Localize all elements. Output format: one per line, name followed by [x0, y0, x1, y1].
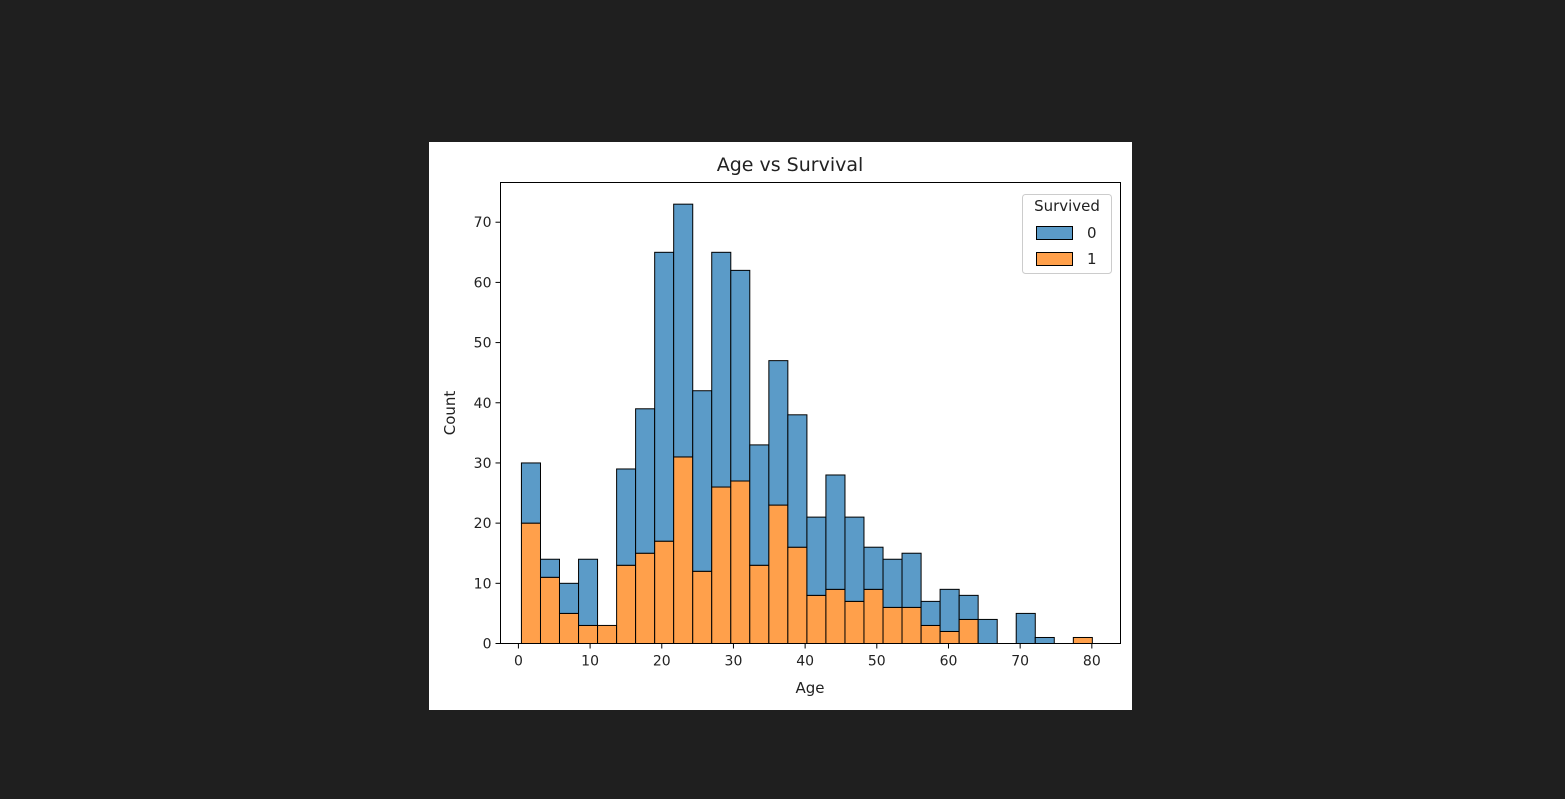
bar-survived-1-bin-1 — [539, 576, 560, 644]
x-axis: 0 10 20 30 40 50 60 70 80 — [514, 643, 1101, 670]
x-tick-label: 70 — [1011, 654, 1029, 670]
bar-survived-0-bin-27 — [1034, 636, 1055, 644]
bar-survived-0-bin-23 — [958, 594, 979, 620]
bar-survived-1-bin-17 — [844, 600, 865, 645]
y-axis-label: Count — [441, 391, 459, 436]
bar-survived-0-bin-6 — [635, 408, 656, 554]
bar-survived-1-bin-12 — [749, 564, 770, 644]
bar-survived-0-bin-10 — [711, 251, 732, 488]
y-axis: 0 10 20 30 40 50 60 70 — [474, 215, 501, 653]
chart-figure: Age vs Survival 0 10 20 30 40 50 60 70 80 0 10 20 3… — [429, 142, 1132, 710]
legend: Survived 0 1 — [1022, 194, 1112, 274]
bar-survived-0-bin-18 — [863, 546, 884, 590]
bar-survived-0-bin-8 — [673, 203, 694, 458]
legend-swatch-1 — [1036, 252, 1073, 266]
x-tick-label: 80 — [1083, 654, 1101, 670]
bar-survived-0-bin-19 — [882, 558, 903, 608]
bar-survived-1-bin-22 — [939, 630, 960, 644]
bar-survived-0-bin-22 — [939, 588, 960, 632]
bar-survived-1-bin-5 — [616, 564, 637, 644]
bar-survived-1-bin-9 — [692, 570, 713, 644]
y-tick-label: 0 — [483, 637, 492, 653]
bar-survived-1-bin-29 — [1072, 636, 1093, 644]
bar-survived-0-bin-16 — [825, 474, 846, 590]
bar-survived-1-bin-16 — [825, 588, 846, 644]
x-axis-label: Age — [795, 679, 824, 697]
bar-survived-0-bin-3 — [578, 558, 599, 626]
bar-survived-1-bin-14 — [787, 546, 808, 645]
y-tick-label: 40 — [474, 396, 492, 412]
bar-survived-1-bin-20 — [901, 606, 922, 645]
bar-survived-1-bin-11 — [730, 480, 751, 644]
bars-group — [520, 203, 1093, 645]
legend-swatch-0 — [1036, 226, 1073, 240]
bar-survived-1-bin-13 — [768, 504, 789, 644]
bar-survived-0-bin-11 — [730, 269, 751, 482]
bar-survived-1-bin-7 — [654, 540, 675, 645]
x-tick-label: 50 — [868, 654, 886, 670]
bar-survived-0-bin-17 — [844, 516, 865, 602]
y-tick-label: 60 — [474, 275, 492, 291]
bar-survived-0-bin-9 — [692, 390, 713, 572]
plot-frame — [500, 182, 1121, 644]
bar-survived-1-bin-18 — [863, 588, 884, 644]
bar-survived-0-bin-15 — [806, 516, 827, 596]
bar-survived-0-bin-26 — [1015, 612, 1036, 645]
y-tick-label: 30 — [474, 456, 492, 472]
x-tick-label: 40 — [796, 654, 814, 670]
bar-survived-1-bin-21 — [920, 624, 941, 644]
bar-survived-1-bin-23 — [958, 618, 979, 644]
bar-survived-1-bin-15 — [806, 594, 827, 645]
bar-survived-0-bin-7 — [654, 251, 675, 542]
chart-title: Age vs Survival — [717, 154, 864, 176]
bar-survived-1-bin-4 — [597, 624, 618, 644]
x-tick-label: 10 — [581, 654, 599, 670]
bar-survived-0-bin-1 — [539, 558, 560, 578]
x-tick-label: 30 — [725, 654, 743, 670]
chart-canvas: Age vs Survival 0 10 20 30 40 50 60 70 80 010203… — [441, 154, 1121, 697]
bar-survived-0-bin-0 — [520, 462, 541, 524]
x-tick-label: 20 — [653, 654, 671, 670]
x-tick-label: 60 — [940, 654, 958, 670]
bar-survived-0-bin-21 — [920, 600, 941, 626]
bar-survived-1-bin-0 — [520, 522, 541, 644]
bar-survived-0-bin-2 — [558, 582, 580, 614]
bar-survived-0-bin-24 — [977, 618, 998, 644]
bar-survived-1-bin-3 — [578, 624, 599, 644]
y-tick-label: 20 — [474, 516, 492, 532]
bar-survived-0-bin-13 — [768, 360, 789, 506]
bar-survived-0-bin-20 — [901, 552, 922, 608]
bar-survived-1-bin-6 — [635, 552, 656, 645]
legend-label-1: 1 — [1087, 250, 1097, 268]
legend-label-0: 0 — [1087, 224, 1097, 242]
legend-title: Survived — [1034, 197, 1100, 215]
bar-survived-1-bin-10 — [711, 486, 732, 644]
y-tick-label: 10 — [474, 576, 492, 592]
x-tick-label: 0 — [514, 654, 523, 670]
bar-survived-0-bin-5 — [616, 468, 637, 566]
y-tick-label: 50 — [474, 336, 492, 352]
bar-survived-1-bin-2 — [558, 612, 580, 645]
bar-survived-1-bin-19 — [882, 606, 903, 645]
y-tick-label: 70 — [474, 215, 492, 231]
bar-survived-1-bin-8 — [673, 456, 694, 644]
bar-survived-0-bin-12 — [749, 444, 770, 566]
bar-survived-0-bin-14 — [787, 414, 808, 548]
